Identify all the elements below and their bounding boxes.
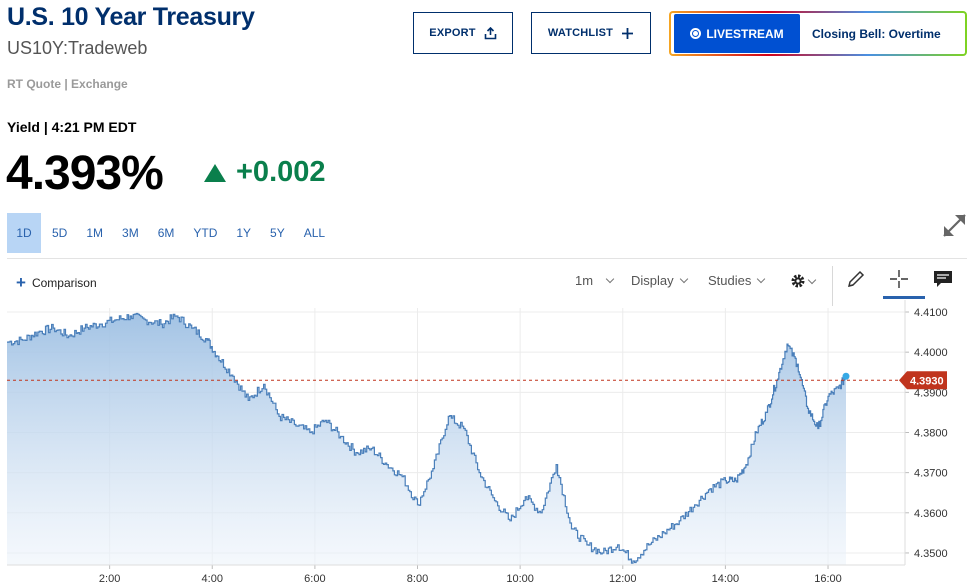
show-name[interactable]: Closing Bell: Overtime <box>812 26 941 41</box>
watchlist-button[interactable]: WATCHLIST <box>531 12 651 54</box>
y-tick-label: 4.3800 <box>914 427 948 439</box>
x-tick-label: 10:00 <box>506 573 534 585</box>
plus-icon: + <box>16 273 26 292</box>
display-label: Display <box>631 273 674 288</box>
x-tick-label: 4:00 <box>202 573 223 585</box>
price-area <box>7 313 846 565</box>
range-tab-6m[interactable]: 6M <box>157 226 175 240</box>
y-tick-label: 4.3500 <box>914 548 948 560</box>
section-divider <box>7 258 967 259</box>
export-button[interactable]: EXPORT <box>413 12 513 54</box>
toolbar-divider <box>832 266 833 306</box>
y-tick-label: 4.4100 <box>914 307 948 319</box>
quote-source: RT Quote | Exchange <box>7 77 128 91</box>
radio-icon <box>690 28 702 39</box>
y-axis: 4.3500 4.3600 4.3700 4.3800 4.3900 4.4000 4.41… <box>904 300 948 565</box>
x-tick-label: 12:00 <box>609 573 637 585</box>
settings-select[interactable] <box>790 273 817 289</box>
livestream-button[interactable]: LIVESTREAM <box>674 14 800 53</box>
pencil-icon[interactable] <box>845 268 867 290</box>
range-tab-1m[interactable]: 1M <box>86 226 104 240</box>
yield-timestamp: Yield | 4:21 PM EDT <box>7 119 137 135</box>
y-tick-label: 4.3700 <box>914 468 948 480</box>
range-tabs: 1D 5D 1M 3M 6M YTD 1Y 5Y ALL <box>7 213 336 253</box>
price-change: +0.002 <box>204 156 326 189</box>
x-tick-label: 16:00 <box>814 573 842 585</box>
studies-label: Studies <box>708 273 752 288</box>
page-title: U.S. 10 Year Treasury <box>7 3 255 31</box>
plus-icon <box>622 27 634 39</box>
y-tick-label: 4.4000 <box>914 347 948 359</box>
crosshair-icon[interactable] <box>888 268 910 290</box>
last-point <box>842 372 850 380</box>
chevron-down-icon <box>605 274 615 284</box>
range-tab-1y[interactable]: 1Y <box>236 226 252 240</box>
x-tick-label: 8:00 <box>407 573 428 585</box>
last-value-tag: 4.3930 <box>899 371 947 390</box>
range-tab-3m[interactable]: 3M <box>122 226 139 240</box>
display-select[interactable]: Display <box>631 273 688 288</box>
studies-select[interactable]: Studies <box>708 273 766 288</box>
gear-icon <box>791 274 805 288</box>
expand-icon[interactable] <box>941 212 968 239</box>
range-tab-all[interactable]: ALL <box>303 226 326 240</box>
export-label: EXPORT <box>429 27 476 39</box>
comparison-button[interactable]: + Comparison <box>16 273 97 292</box>
range-tab-5y[interactable]: 5Y <box>270 226 285 240</box>
chevron-down-icon <box>757 274 766 284</box>
range-tab-ytd[interactable]: YTD <box>193 226 218 240</box>
range-tab-1d[interactable]: 1D <box>7 213 41 253</box>
livestream-banner[interactable]: LIVESTREAM Closing Bell: Overtime <box>669 11 967 56</box>
watchlist-label: WATCHLIST <box>547 27 614 39</box>
x-tick-label: 6:00 <box>304 573 325 585</box>
y-tick-label: 4.3900 <box>914 387 948 399</box>
comment-icon[interactable] <box>932 268 954 290</box>
interval-label: 1m <box>575 273 594 288</box>
active-tool-indicator <box>883 296 925 299</box>
price-line <box>7 312 847 564</box>
chevron-down-icon <box>807 275 817 284</box>
x-tick-label: 14:00 <box>712 573 740 585</box>
symbol-label: US10Y:Tradeweb <box>7 38 148 58</box>
x-tick-label: 2:00 <box>99 573 120 585</box>
up-arrow-icon <box>204 163 226 182</box>
y-tick-label: 4.3600 <box>914 508 948 520</box>
last-price: 4.393% <box>6 147 164 200</box>
last-value-label: 4.3930 <box>910 375 944 387</box>
price-chart[interactable]: 4.3500 4.3600 4.3700 4.3800 4.3900 4.4000 4.41… <box>0 300 971 588</box>
x-axis: 2:00 4:00 6:00 8:00 10:00 12:00 14:00 16:00 <box>7 564 905 585</box>
livestream-label: LIVESTREAM <box>706 26 784 41</box>
change-value: +0.002 <box>236 156 326 188</box>
interval-select[interactable]: 1m <box>575 273 615 288</box>
upload-icon <box>484 26 497 39</box>
range-tab-5d[interactable]: 5D <box>52 226 68 240</box>
comparison-label: Comparison <box>31 276 97 290</box>
chevron-down-icon <box>679 274 688 284</box>
